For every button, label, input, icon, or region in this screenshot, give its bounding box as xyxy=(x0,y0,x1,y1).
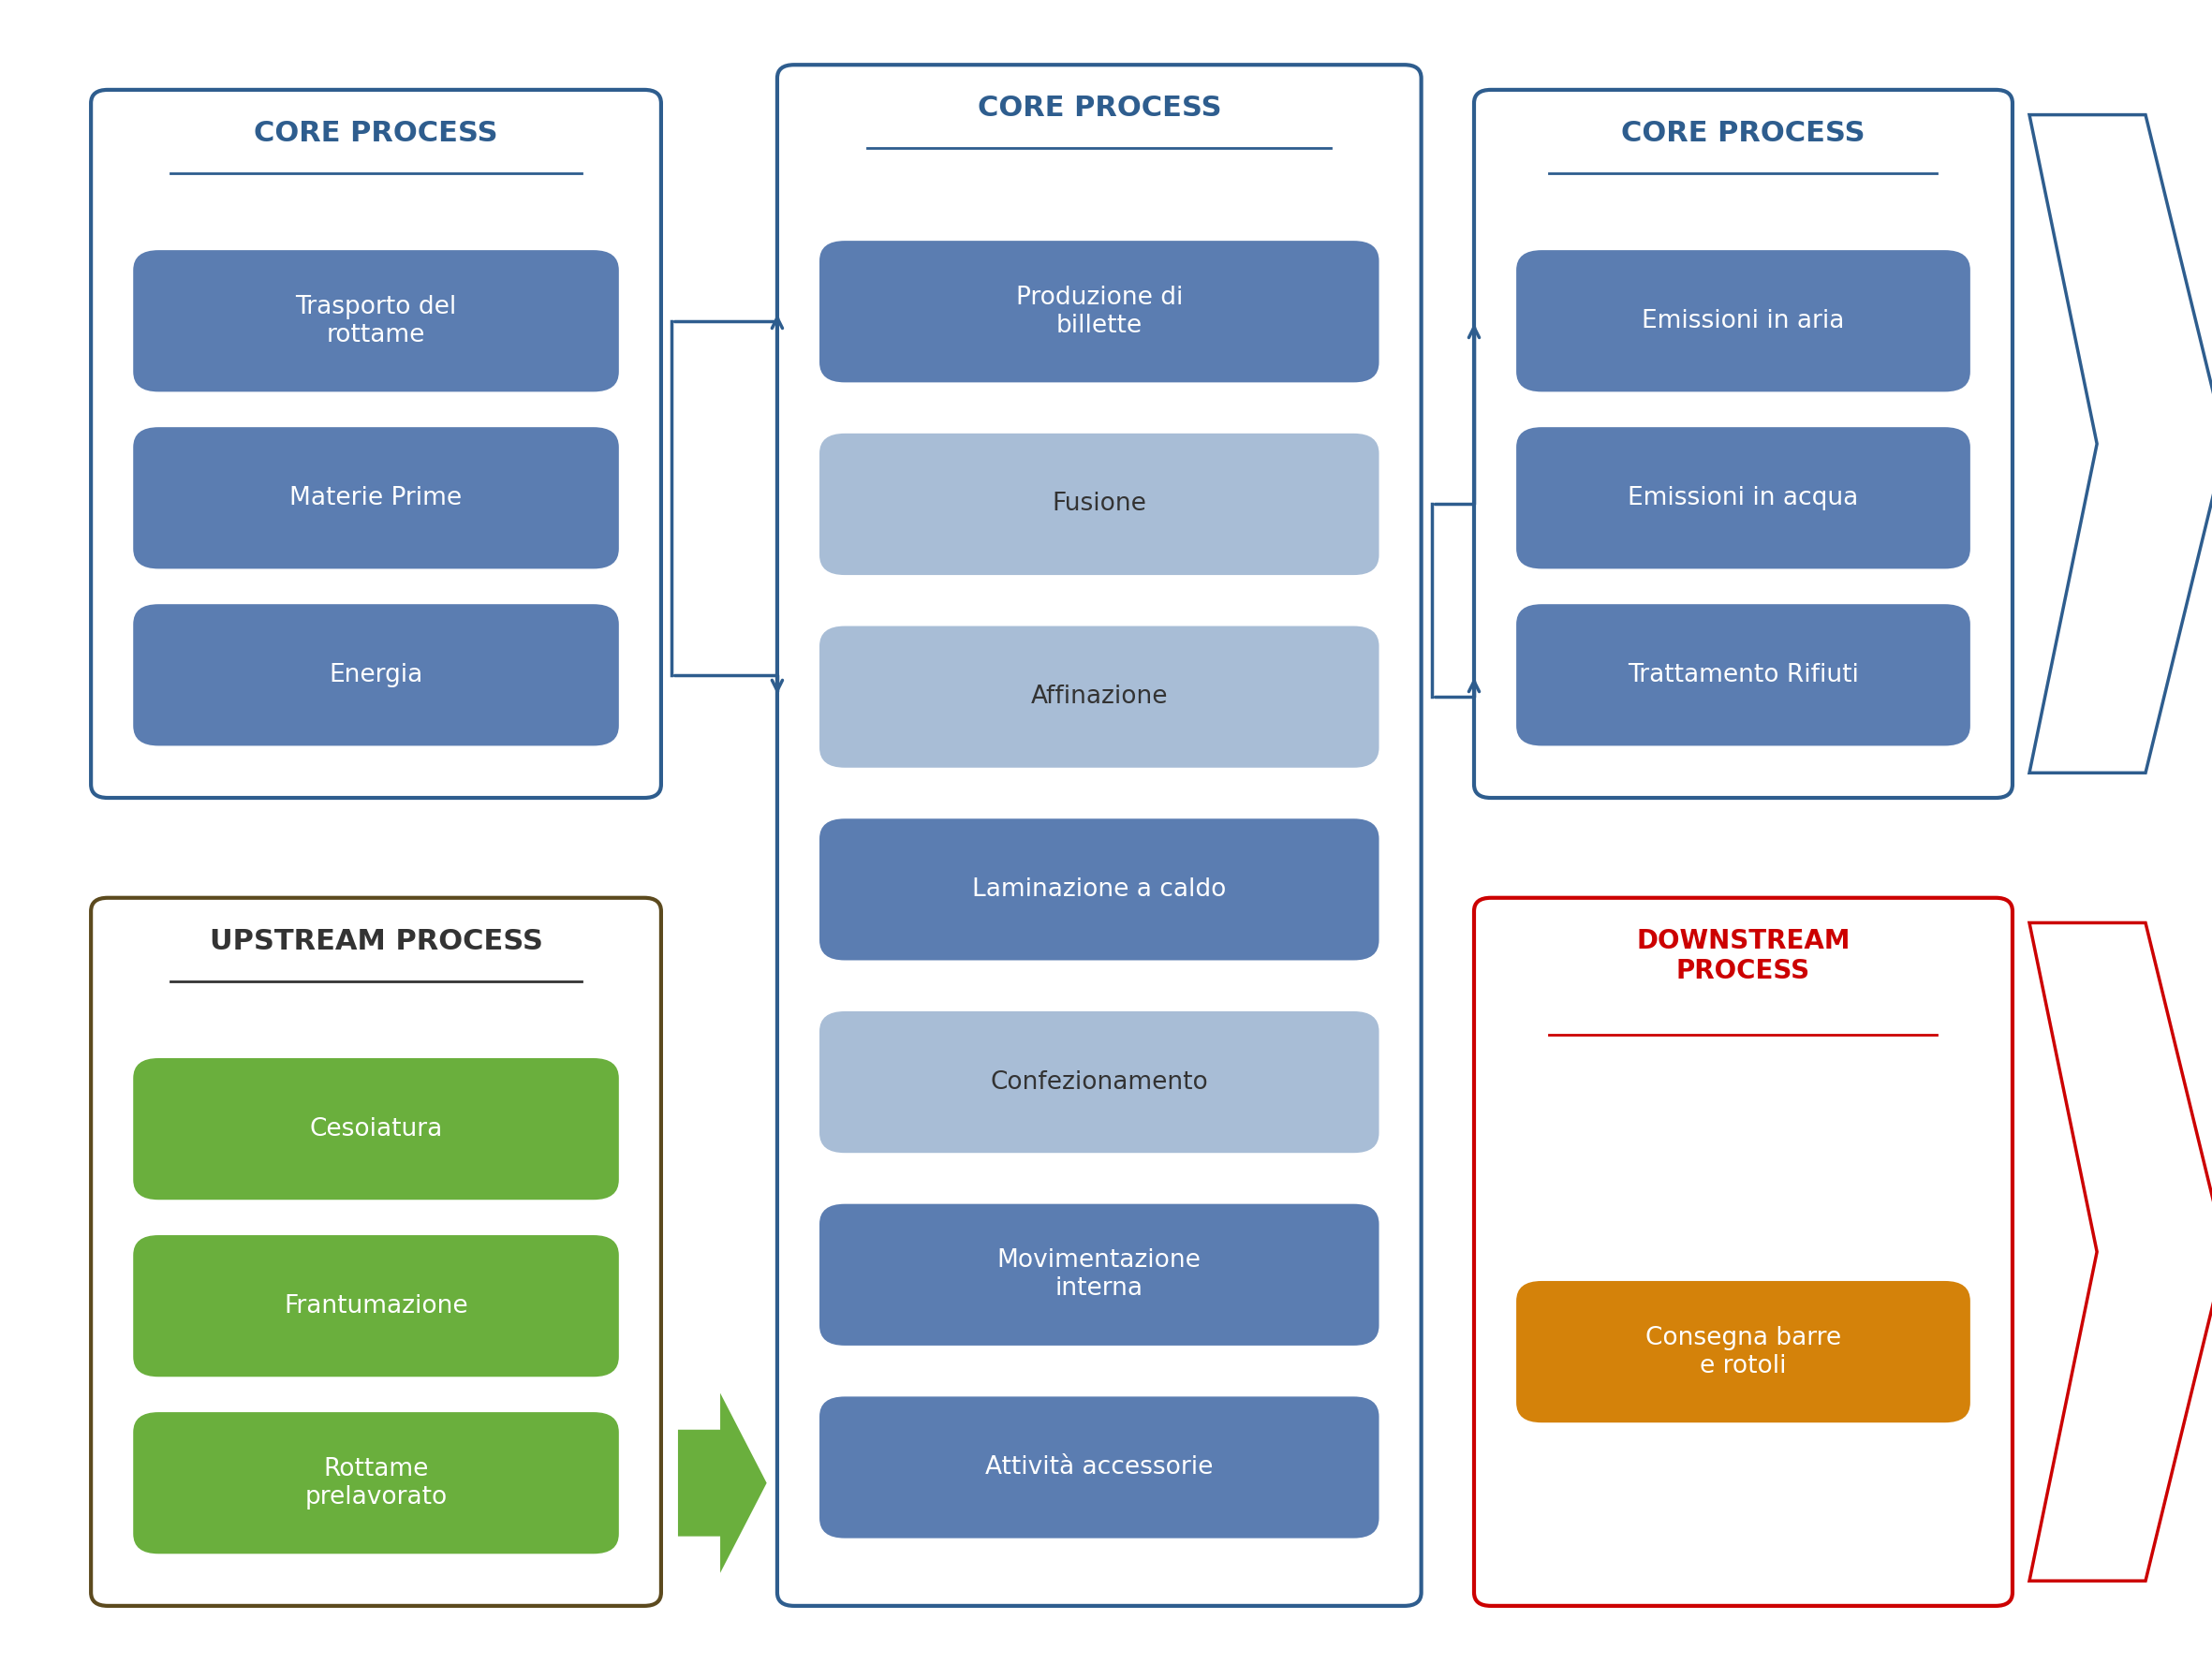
Text: UPSTREAM PROCESS: UPSTREAM PROCESS xyxy=(210,928,542,955)
Polygon shape xyxy=(2028,114,2212,772)
FancyBboxPatch shape xyxy=(818,819,1378,960)
FancyBboxPatch shape xyxy=(133,426,619,569)
FancyBboxPatch shape xyxy=(818,433,1378,574)
FancyBboxPatch shape xyxy=(133,1236,619,1377)
Polygon shape xyxy=(2028,923,2212,1582)
Text: Attività accessorie: Attività accessorie xyxy=(984,1456,1212,1479)
Text: Laminazione a caldo: Laminazione a caldo xyxy=(971,878,1225,902)
Text: CORE PROCESS: CORE PROCESS xyxy=(254,119,498,148)
Text: CORE PROCESS: CORE PROCESS xyxy=(1621,119,1865,148)
Text: Consegna barre
e rotoli: Consegna barre e rotoli xyxy=(1646,1326,1840,1378)
Text: Trasporto del
rottame: Trasporto del rottame xyxy=(296,296,456,348)
FancyBboxPatch shape xyxy=(818,1204,1378,1345)
FancyBboxPatch shape xyxy=(133,604,619,745)
FancyBboxPatch shape xyxy=(1515,426,1971,569)
Text: Rottame
prelavorato: Rottame prelavorato xyxy=(305,1457,447,1509)
Text: Cesoiatura: Cesoiatura xyxy=(310,1117,442,1142)
Text: Movimentazione
interna: Movimentazione interna xyxy=(998,1249,1201,1301)
FancyBboxPatch shape xyxy=(818,1397,1378,1538)
FancyBboxPatch shape xyxy=(1473,89,2013,798)
FancyBboxPatch shape xyxy=(133,250,619,391)
Polygon shape xyxy=(679,1394,768,1573)
Text: DOWNSTREAM
PROCESS: DOWNSTREAM PROCESS xyxy=(1637,928,1849,984)
FancyBboxPatch shape xyxy=(91,89,661,798)
FancyBboxPatch shape xyxy=(776,65,1422,1605)
FancyBboxPatch shape xyxy=(1473,898,2013,1605)
Text: Materie Prime: Materie Prime xyxy=(290,485,462,510)
FancyBboxPatch shape xyxy=(818,1011,1378,1153)
Text: Emissioni in acqua: Emissioni in acqua xyxy=(1628,485,1858,510)
FancyBboxPatch shape xyxy=(818,240,1378,383)
Text: Emissioni in aria: Emissioni in aria xyxy=(1641,309,1845,332)
Text: Confezionamento: Confezionamento xyxy=(991,1070,1208,1095)
FancyBboxPatch shape xyxy=(1515,250,1971,391)
Text: Trattamento Rifiuti: Trattamento Rifiuti xyxy=(1628,663,1858,687)
FancyBboxPatch shape xyxy=(91,898,661,1605)
Text: Fusione: Fusione xyxy=(1053,492,1146,517)
Text: Affinazione: Affinazione xyxy=(1031,685,1168,709)
Text: CORE PROCESS: CORE PROCESS xyxy=(978,94,1221,123)
FancyBboxPatch shape xyxy=(133,1412,619,1553)
Text: Energia: Energia xyxy=(330,663,422,687)
FancyBboxPatch shape xyxy=(133,1058,619,1200)
Text: Produzione di
billette: Produzione di billette xyxy=(1015,285,1183,337)
FancyBboxPatch shape xyxy=(818,626,1378,767)
Text: Frantumazione: Frantumazione xyxy=(283,1295,469,1318)
FancyBboxPatch shape xyxy=(1515,604,1971,745)
FancyBboxPatch shape xyxy=(1515,1281,1971,1422)
